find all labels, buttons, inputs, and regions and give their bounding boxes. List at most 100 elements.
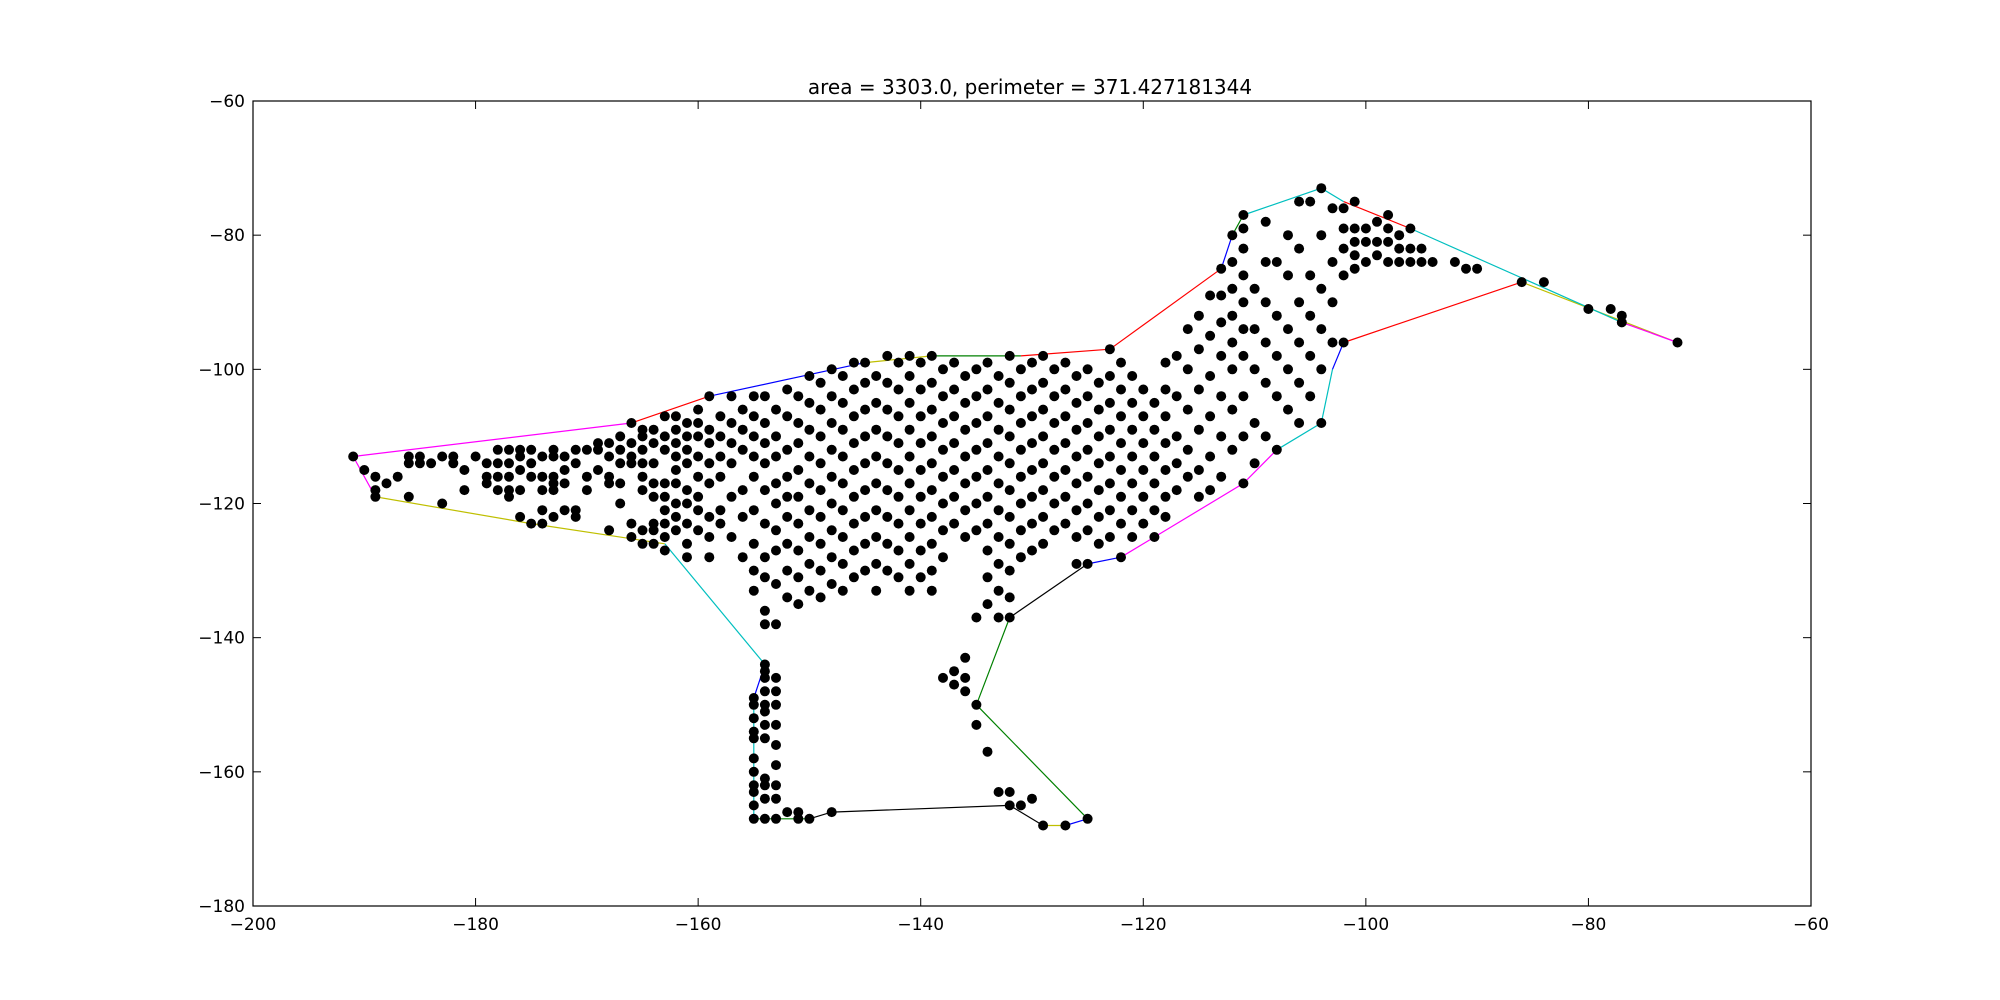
data-point — [1249, 458, 1260, 469]
data-point — [748, 391, 759, 402]
data-point — [1027, 411, 1037, 422]
data-point — [826, 391, 837, 402]
data-point — [1227, 310, 1238, 321]
data-point — [971, 525, 982, 536]
data-point — [615, 458, 626, 469]
hull-segment-22 — [1220, 235, 1233, 269]
data-point — [1516, 277, 1527, 288]
data-point — [492, 471, 503, 482]
data-point — [1071, 532, 1082, 542]
data-point — [826, 807, 837, 818]
data-point — [748, 699, 759, 710]
data-point — [1394, 243, 1405, 254]
data-point — [737, 511, 748, 522]
data-point — [826, 525, 837, 536]
data-point — [1027, 491, 1037, 502]
data-point — [615, 431, 626, 442]
data-point — [804, 585, 815, 596]
data-point — [559, 478, 570, 489]
hull-segment-2 — [664, 543, 766, 665]
data-point — [515, 465, 526, 475]
data-point — [448, 451, 459, 462]
data-point — [1305, 350, 1316, 361]
data-point — [759, 672, 770, 683]
data-point — [1027, 518, 1037, 529]
data-point — [381, 478, 392, 489]
data-point — [1082, 498, 1093, 509]
data-point — [1104, 451, 1115, 462]
data-point — [771, 498, 781, 509]
data-point — [926, 538, 937, 549]
data-point — [1049, 471, 1060, 482]
data-point — [993, 451, 1004, 462]
data-point — [871, 451, 882, 462]
data-point — [748, 733, 759, 744]
data-point — [626, 438, 637, 449]
data-point — [537, 471, 548, 482]
data-point — [793, 465, 804, 475]
data-point — [1283, 364, 1293, 375]
data-point — [593, 465, 603, 475]
data-point — [1193, 384, 1204, 395]
data-point — [604, 451, 615, 462]
data-point — [826, 418, 837, 428]
data-point — [492, 444, 503, 455]
data-point — [815, 485, 826, 496]
data-point — [1104, 532, 1115, 542]
data-point — [693, 505, 704, 516]
data-point — [938, 498, 948, 509]
data-point — [1182, 444, 1193, 455]
data-point — [971, 418, 982, 428]
data-point — [1127, 451, 1138, 462]
data-point — [771, 579, 781, 589]
data-point — [437, 451, 448, 462]
data-point — [1082, 813, 1093, 824]
data-point — [848, 518, 859, 529]
data-point — [1027, 357, 1037, 368]
data-point — [1271, 444, 1282, 455]
data-point — [759, 686, 770, 697]
data-point — [1283, 404, 1293, 415]
data-point — [737, 444, 748, 455]
data-point — [949, 491, 960, 502]
data-point — [1193, 491, 1204, 502]
data-point — [1004, 350, 1015, 361]
data-point — [759, 605, 770, 616]
data-point — [1082, 444, 1093, 455]
y-tick-label: −160 — [198, 763, 245, 783]
data-point — [971, 498, 982, 509]
data-point — [1038, 538, 1049, 549]
data-point — [659, 505, 670, 516]
data-point — [1116, 357, 1126, 368]
data-point — [1538, 277, 1549, 288]
data-point — [893, 572, 904, 583]
data-point — [1104, 505, 1115, 516]
data-point — [960, 478, 971, 489]
data-point — [726, 391, 737, 402]
data-point — [1193, 424, 1204, 435]
data-point — [537, 485, 548, 496]
data-point — [960, 672, 971, 683]
data-point — [693, 471, 704, 482]
data-point — [1060, 465, 1071, 475]
data-point — [1138, 411, 1149, 422]
data-point — [848, 545, 859, 556]
data-point — [1093, 431, 1104, 442]
data-point — [1416, 257, 1427, 267]
data-point — [1160, 465, 1171, 475]
data-point — [1082, 525, 1093, 536]
data-point — [782, 565, 793, 576]
data-point — [804, 505, 815, 516]
hull-segment-17 — [1621, 321, 1678, 344]
data-point — [860, 431, 871, 442]
data-point — [1060, 384, 1071, 395]
data-point — [759, 458, 770, 469]
data-point — [882, 511, 893, 522]
data-point — [804, 558, 815, 569]
data-point — [1227, 404, 1238, 415]
data-point — [748, 411, 759, 422]
data-point — [1605, 304, 1616, 314]
data-point — [659, 518, 670, 529]
data-point — [1405, 223, 1416, 234]
